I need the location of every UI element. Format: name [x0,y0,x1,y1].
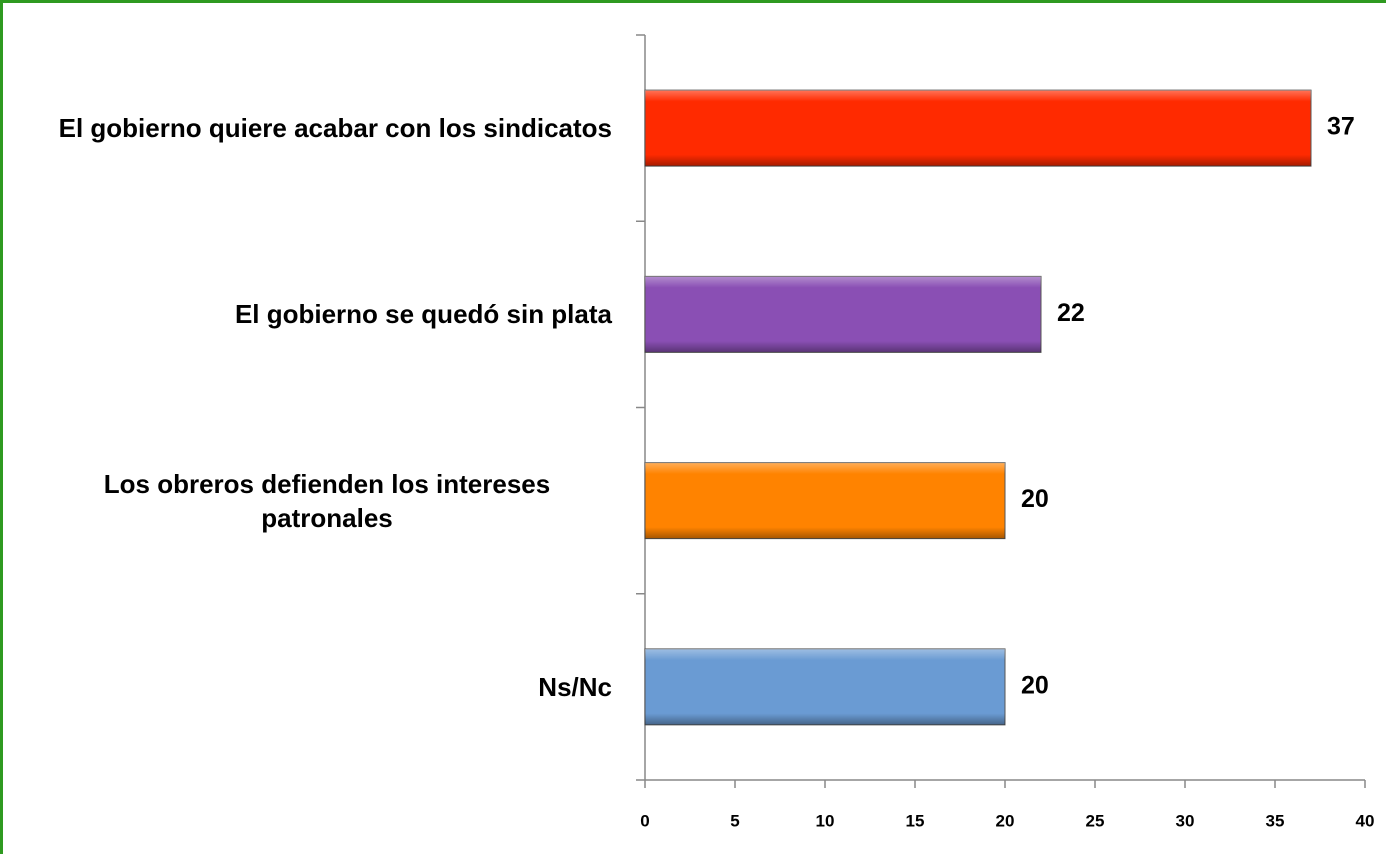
bar-shade [645,90,1311,167]
x-tick-label: 20 [996,811,1015,830]
x-tick-label: 0 [640,811,649,830]
value-label: 22 [1057,299,1085,327]
value-label: 20 [1021,485,1049,513]
x-tick-label: 30 [1176,811,1195,830]
x-tick-label: 35 [1266,811,1285,830]
category-label: Ns/Nc [538,671,612,702]
category-label: Los obreros defienden los intereses patr… [103,468,551,533]
x-tick-label: 15 [906,811,925,830]
value-label: 20 [1021,671,1049,699]
value-label: 37 [1327,113,1355,141]
x-tick-label: 5 [730,811,739,830]
x-tick-label: 40 [1356,811,1375,830]
x-tick-label: 25 [1086,811,1105,830]
category-label: El gobierno quiere acabar con los sindic… [58,113,612,144]
bar-shade [645,462,1005,539]
bar-shade [645,648,1005,725]
x-tick-label: 10 [816,811,835,830]
bar-shade [645,276,1041,353]
category-label: El gobierno se quedó sin plata [234,299,612,330]
